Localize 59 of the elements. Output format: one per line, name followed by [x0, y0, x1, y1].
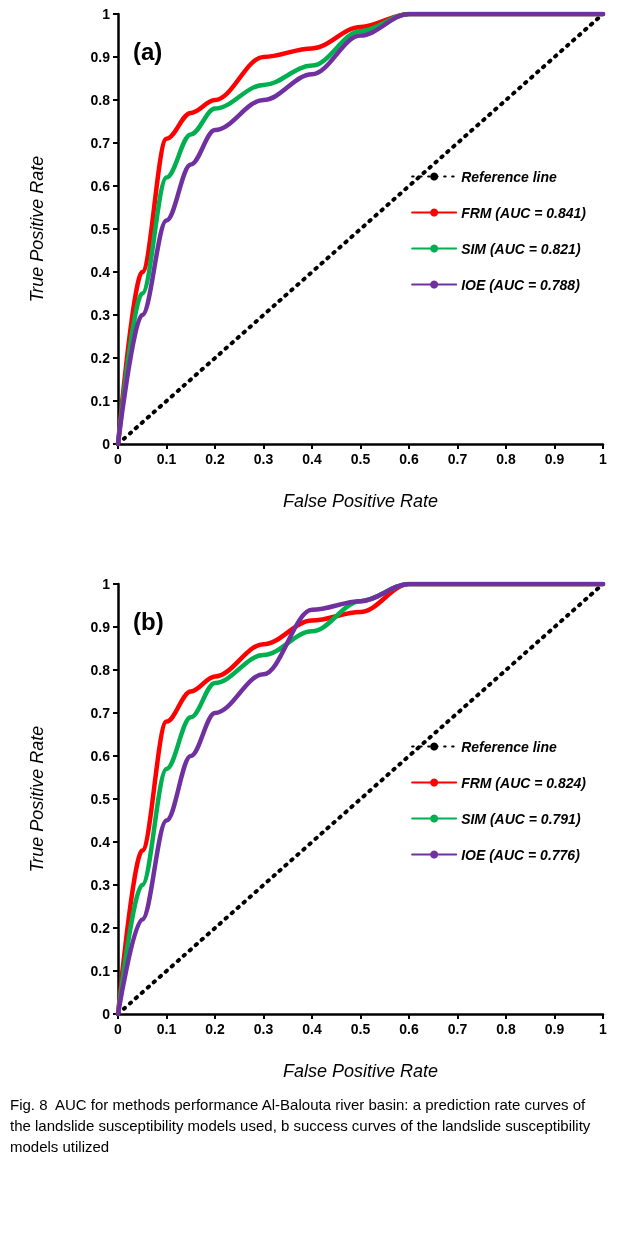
y-tick-label: 0.7: [90, 135, 111, 151]
legend-label: FRM (AUC = 0.824): [461, 774, 587, 791]
x-axis-title: False Positive Rate: [282, 1061, 439, 1081]
x-tick-label: 1: [599, 1021, 608, 1037]
x-tick-label: 0.9: [544, 1021, 565, 1037]
x-tick-label: 0.1: [156, 451, 177, 467]
legend-label: SIM (AUC = 0.791): [461, 810, 581, 827]
y-tick-label: 0.5: [90, 221, 111, 237]
y-tick-label: 0.8: [90, 92, 111, 108]
y-tick-label: 0.4: [90, 834, 111, 850]
text: (a): [133, 37, 163, 65]
y-tick-label: 0.1: [90, 393, 111, 409]
x-tick-label: 0.6: [399, 451, 419, 467]
legend-label: Reference line: [461, 168, 558, 185]
legend-label: IOE (AUC = 0.788): [461, 276, 581, 293]
y-tick-label: 0: [102, 436, 111, 452]
x-tick-label: 1: [599, 451, 608, 467]
x-tick-label: 0.3: [253, 451, 274, 467]
y-tick-label: 0.6: [90, 748, 111, 764]
y-tick-label: 0.2: [90, 350, 111, 366]
y-tick-label: 0.2: [90, 920, 111, 936]
y-tick-label: 1: [102, 6, 111, 22]
y-tick-label: 0.4: [90, 264, 111, 280]
x-tick-label: 0: [114, 451, 123, 467]
legend-label: SIM (AUC = 0.821): [461, 240, 581, 257]
y-tick-label: 0.8: [90, 662, 111, 678]
x-tick-label: 0.3: [253, 1021, 274, 1037]
y-tick-label: 0.9: [90, 619, 111, 635]
x-axis-title: False Positive Rate: [282, 491, 439, 511]
x-tick-label: 0.7: [447, 451, 468, 467]
y-tick-label: 0.3: [90, 877, 111, 893]
x-tick-label: 0.4: [302, 451, 322, 467]
y-tick-label: 0.1: [90, 963, 111, 979]
text: (b): [133, 607, 164, 635]
caption: Fig. 8 AUC for methods performance Al-Balouta river basin: a prediction rate curves of the landslide susceptibility models used, b success curves of the landslide susceptibility models utilized: [10, 1096, 595, 1155]
y-tick-label: 0.3: [90, 307, 111, 323]
y-axis-title: True Positive Rate: [27, 725, 47, 873]
y-tick-label: 0.6: [90, 178, 111, 194]
x-tick-label: 0.2: [205, 451, 225, 467]
x-tick-label: 0.1: [156, 1021, 177, 1037]
y-tick-label: 0.9: [90, 49, 111, 65]
y-tick-label: 1: [102, 576, 111, 592]
y-tick-label: 0.5: [90, 791, 111, 807]
y-tick-label: 0: [102, 1006, 111, 1022]
x-tick-label: 0.2: [205, 1021, 225, 1037]
legend-label: IOE (AUC = 0.776): [461, 846, 581, 863]
x-tick-label: 0.7: [447, 1021, 468, 1037]
x-tick-label: 0.8: [496, 1021, 516, 1037]
x-tick-label: 0.4: [302, 1021, 322, 1037]
legend-label: Reference line: [461, 738, 558, 755]
x-tick-label: 0.5: [350, 1021, 371, 1037]
x-tick-label: 0.9: [544, 451, 565, 467]
y-tick-label: 0.7: [90, 705, 111, 721]
x-tick-label: 0: [114, 1021, 123, 1037]
legend-label: FRM (AUC = 0.841): [461, 204, 587, 221]
x-tick-label: 0.5: [350, 451, 371, 467]
x-tick-label: 0.8: [496, 451, 516, 467]
x-tick-label: 0.6: [399, 1021, 419, 1037]
y-axis-title: True Positive Rate: [27, 155, 47, 303]
